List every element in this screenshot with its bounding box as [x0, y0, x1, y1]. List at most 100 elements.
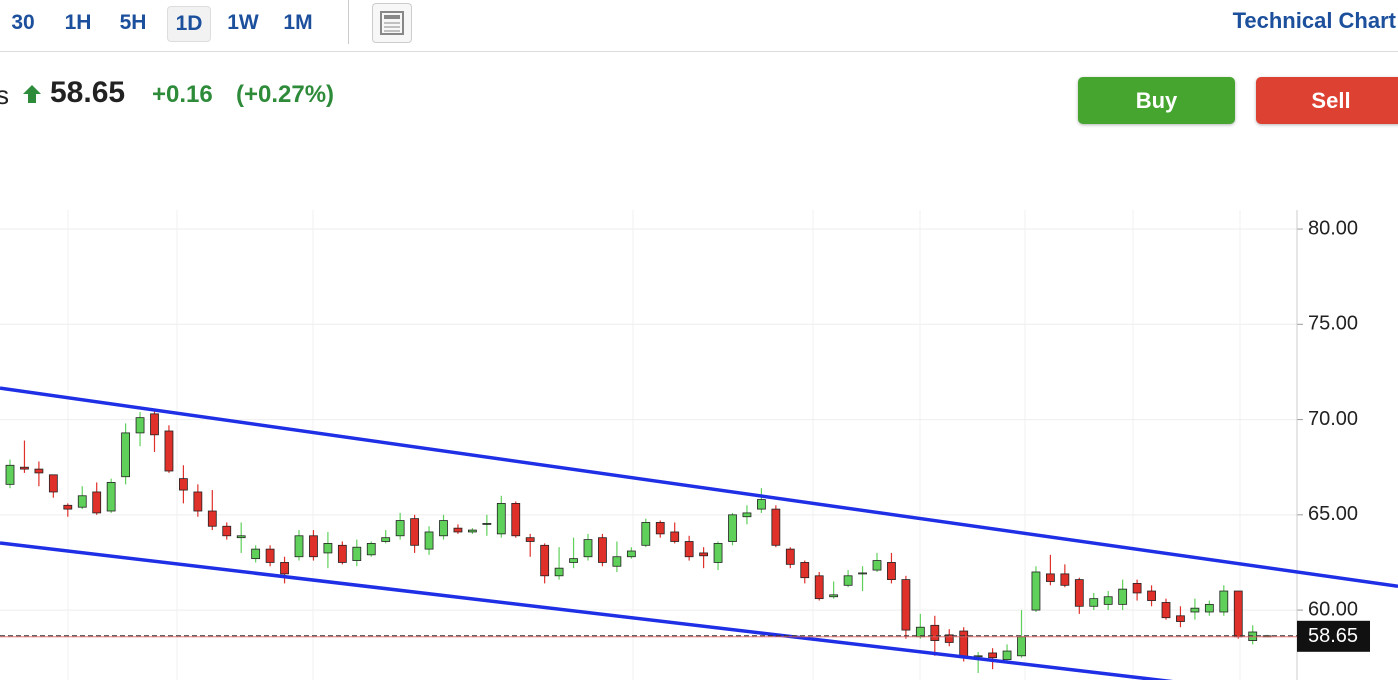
y-tick-label: 80.00 [1308, 217, 1358, 239]
candle-body [34, 468, 44, 474]
candle-body [366, 543, 376, 556]
candle-body [135, 417, 145, 434]
vertical-grid [67, 210, 1241, 680]
last-price-box [1297, 620, 1370, 652]
candle-body [453, 527, 463, 533]
instrument-name: s [0, 80, 9, 110]
buy-button[interactable]: Buy [1078, 77, 1235, 124]
candle-body [713, 543, 723, 563]
candle-body [20, 466, 29, 470]
candle-body [511, 502, 521, 537]
timeframe-button[interactable]: 1D [167, 6, 211, 42]
candle-body [482, 522, 492, 525]
last-price-label: 58.65 [1308, 625, 1358, 647]
candle-body [439, 520, 448, 537]
candle-body [598, 537, 607, 563]
candle-body [1161, 602, 1171, 619]
y-tick-label: 60.00 [1308, 598, 1358, 620]
candle-body [63, 504, 73, 510]
trendline [0, 541, 1174, 680]
candle-body [352, 546, 362, 561]
candle-body [988, 652, 997, 659]
up-arrow [23, 85, 41, 103]
candle-body [92, 491, 102, 514]
candle-body [800, 562, 810, 579]
candle-body [1103, 596, 1113, 605]
candle-body [1118, 588, 1128, 605]
candle-body [236, 535, 246, 539]
layout-icon[interactable] [372, 3, 412, 43]
y-tick-label: 70.00 [1308, 408, 1358, 430]
candle-body [973, 655, 983, 658]
candle-body [164, 430, 174, 472]
candle-body [1046, 573, 1055, 582]
candle-body [178, 478, 188, 491]
timeframe-button[interactable]: 1W [227, 11, 259, 34]
candle-body [150, 413, 159, 436]
sell-button[interactable]: Sell [1256, 77, 1398, 124]
candle-body [901, 579, 911, 631]
candle-body [930, 624, 940, 641]
candle-body [771, 508, 781, 546]
candle-body [757, 499, 766, 510]
candle-body [829, 594, 839, 598]
candle-body [251, 548, 261, 560]
candle-body [1002, 650, 1012, 661]
trendline [0, 386, 1398, 589]
candle-body [48, 474, 58, 493]
candle-body [641, 522, 651, 546]
candle-body [1017, 636, 1026, 657]
candle-body [699, 552, 708, 557]
technical-chart-link[interactable]: Technical Chart [1232, 8, 1396, 33]
candle-body [684, 541, 694, 558]
candle-body [496, 502, 506, 535]
candle-body [207, 510, 217, 527]
timeframe-button[interactable]: 30 [11, 11, 35, 34]
candle-body [626, 550, 636, 558]
candle-body [858, 572, 867, 575]
price-change: +0.16 [152, 81, 213, 108]
candle-body [887, 562, 896, 580]
candle-body [1204, 603, 1214, 613]
candle-body [309, 535, 318, 558]
price: 58.65 [50, 76, 126, 109]
candle-body [1219, 590, 1229, 613]
candle-body [294, 535, 304, 558]
candle-body [1074, 579, 1084, 607]
candle-body [872, 560, 882, 571]
candle-body [583, 539, 593, 558]
candle-body [1147, 590, 1156, 601]
candle-body [670, 531, 680, 542]
candle-body [540, 544, 550, 577]
candle-body [222, 525, 232, 537]
candle-body [525, 537, 535, 542]
candle-body [337, 544, 347, 563]
candle-body [742, 512, 752, 518]
candle-body [785, 548, 795, 565]
timeframe-button[interactable]: 1M [283, 11, 313, 34]
candle-body [843, 575, 853, 586]
separator [348, 0, 349, 44]
timeframe-button[interactable]: 1H [64, 11, 92, 34]
candle-body [1190, 607, 1200, 613]
candle-body [121, 432, 130, 478]
candle-body [1060, 573, 1070, 586]
candle-body [655, 522, 665, 535]
candle-body [1031, 571, 1041, 611]
candle-body [1233, 590, 1243, 638]
candle-body [106, 482, 116, 512]
candle-body [193, 491, 203, 512]
candle-body [395, 520, 405, 537]
candle-body [323, 543, 333, 554]
candle-body [265, 548, 275, 563]
candle-body [1176, 615, 1185, 622]
candle-body [381, 537, 391, 542]
y-tick-label: 75.00 [1308, 313, 1358, 335]
candle-body [1132, 583, 1142, 594]
timeframe-button[interactable]: 5H [119, 11, 147, 34]
price-change-pct: (+0.27%) [236, 81, 335, 108]
toolbar: 30 1H 5H 1D 1W 1M Technical Chart [0, 0, 1398, 52]
icon-graphic [380, 11, 404, 35]
candle-body [554, 567, 564, 577]
